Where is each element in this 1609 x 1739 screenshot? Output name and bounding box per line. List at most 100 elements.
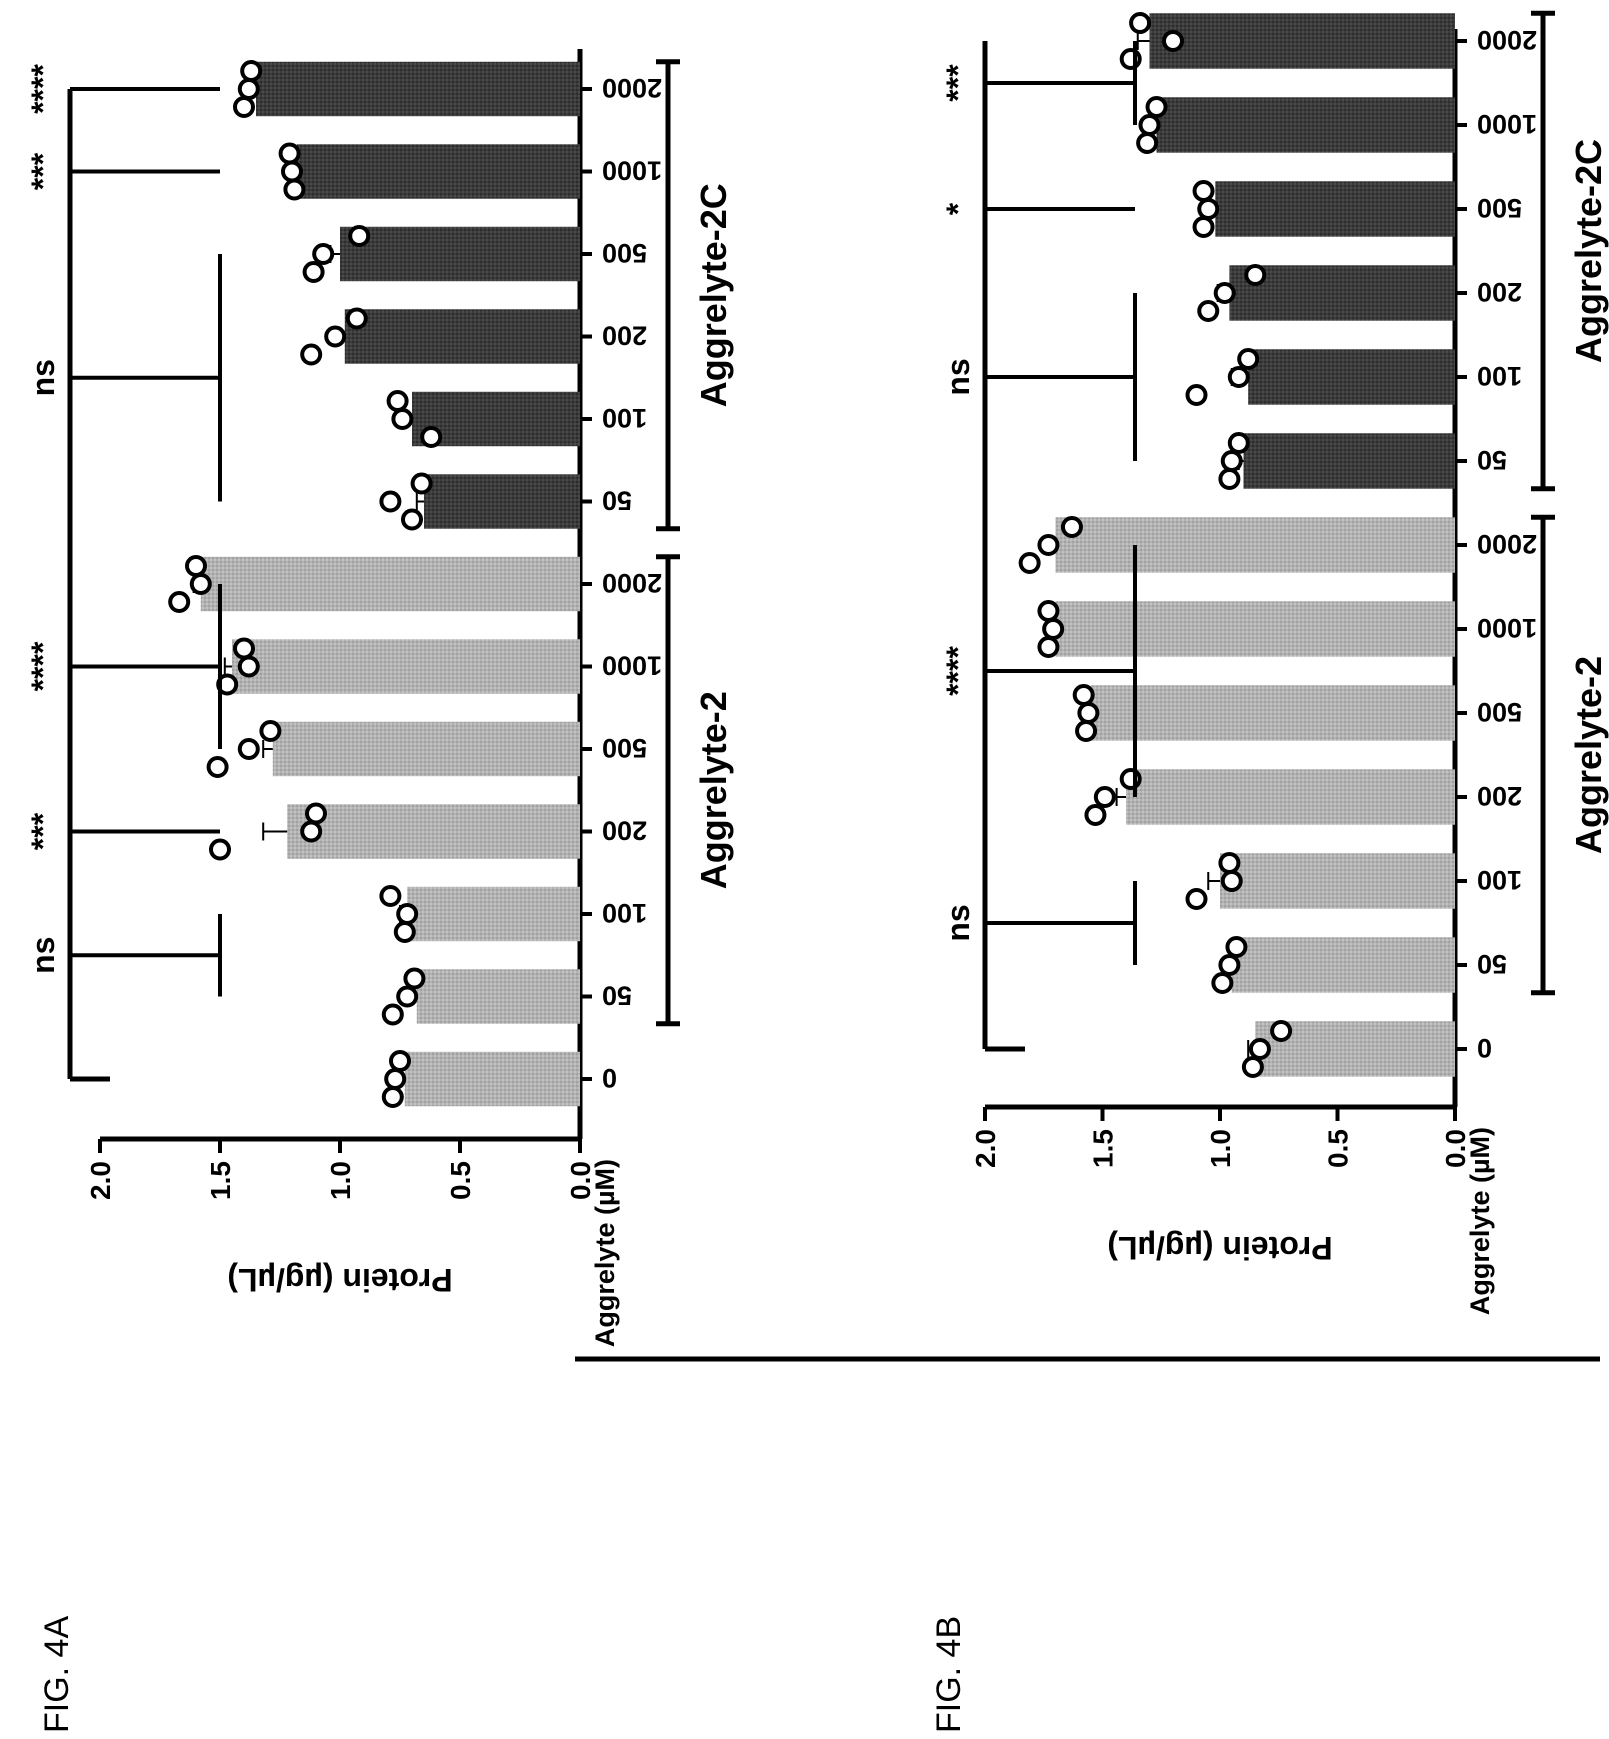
- data-point: [1218, 954, 1241, 976]
- significance-label: ****: [25, 64, 61, 114]
- bar: [1229, 265, 1456, 321]
- data-point: [209, 838, 231, 861]
- data-point: [403, 967, 426, 990]
- bar: [344, 309, 580, 364]
- category-tick-label: 500: [1477, 697, 1522, 727]
- bar: [256, 61, 580, 117]
- data-point: [1237, 348, 1260, 370]
- data-point: [379, 885, 402, 907]
- significance-label: ****: [25, 641, 61, 691]
- data-point: [312, 243, 335, 265]
- data-point: [206, 756, 229, 778]
- bar: [272, 721, 580, 777]
- significance-label: *: [940, 202, 976, 215]
- data-point: [259, 720, 282, 742]
- data-point: [386, 390, 409, 412]
- data-point: [1084, 804, 1107, 826]
- bar: [1126, 769, 1455, 825]
- category-tick-label: 500: [602, 238, 647, 268]
- data-point: [1270, 1020, 1293, 1042]
- data-point: [1145, 96, 1168, 118]
- bar: [287, 804, 580, 859]
- bar: [404, 1051, 580, 1107]
- value-axis-tick-label: 2.0: [970, 1129, 1001, 1168]
- category-tick-label: 100: [1477, 361, 1522, 391]
- data-point: [381, 1003, 404, 1026]
- data-point: [384, 1068, 407, 1090]
- data-point: [1093, 786, 1116, 808]
- bar: [1156, 97, 1456, 153]
- bar: [1248, 349, 1455, 405]
- significance-label: ****: [940, 646, 976, 696]
- data-point: [1244, 264, 1267, 286]
- data-point: [379, 490, 402, 513]
- data-point: [1227, 432, 1250, 454]
- data-point: [1075, 720, 1098, 742]
- bar: [1149, 13, 1455, 69]
- data-point: [391, 408, 414, 430]
- significance-label: ***: [940, 64, 976, 102]
- value-axis-title: Protein (µg/µL): [1107, 1230, 1332, 1266]
- bar: [407, 886, 581, 942]
- data-point: [1248, 1038, 1271, 1060]
- significance-label: ns: [25, 937, 61, 974]
- category-tick-label: 500: [602, 733, 647, 763]
- data-point: [393, 921, 416, 943]
- category-tick-label: 2000: [1477, 529, 1537, 559]
- category-tick-label: 1000: [1477, 613, 1537, 643]
- data-point: [168, 591, 191, 613]
- bar: [1255, 1021, 1455, 1077]
- value-axis-tick-label: 0.0: [1440, 1129, 1471, 1168]
- data-point: [1018, 552, 1041, 574]
- data-point: [305, 802, 327, 825]
- bar: [232, 639, 580, 694]
- data-point: [1138, 114, 1161, 136]
- data-point: [401, 508, 423, 531]
- data-point: [1060, 516, 1083, 538]
- data-point: [1136, 132, 1159, 154]
- category-tick-label: 100: [602, 898, 647, 928]
- category-tick-label: 50: [602, 486, 632, 516]
- data-point: [396, 903, 419, 925]
- category-axis-title: Aggrelyte (µM): [1465, 1127, 1495, 1315]
- group-label: Aggrelyte-2: [1568, 656, 1609, 854]
- data-point: [281, 160, 303, 183]
- value-axis-tick-label: 1.0: [1205, 1129, 1236, 1168]
- value-axis-tick-label: 1.5: [205, 1161, 236, 1200]
- data-point: [1241, 1056, 1264, 1078]
- category-tick-label: 2000: [602, 73, 662, 103]
- data-point: [185, 555, 207, 577]
- significance-label: ***: [25, 812, 61, 850]
- bar: [1220, 853, 1455, 909]
- bar: [1055, 517, 1455, 573]
- significance-label: ns: [940, 904, 976, 941]
- data-point: [345, 307, 368, 330]
- category-tick-label: 200: [602, 321, 647, 351]
- data-point: [396, 985, 419, 1008]
- bar: [1243, 433, 1455, 489]
- category-tick-label: 0: [602, 1063, 617, 1093]
- data-point: [1042, 618, 1065, 640]
- category-tick-label: 100: [1477, 865, 1522, 895]
- data-point: [237, 655, 260, 678]
- data-point: [1192, 180, 1215, 202]
- figure-label-4b: FIG. 4B: [930, 1616, 968, 1733]
- significance-label: ns: [25, 359, 61, 396]
- chart-panel-4b: 2.0 1.5 1.0 0.5 0.0 Protein (µg/µL) Aggrelyte …: [940, 10, 1609, 1315]
- data-point: [283, 178, 306, 201]
- data-point: [233, 637, 255, 660]
- group-label: Aggrelyte-2C: [693, 183, 734, 407]
- data-point: [1197, 300, 1220, 322]
- category-tick-label: 50: [602, 981, 632, 1011]
- bar: [1231, 937, 1455, 993]
- data-point: [1197, 198, 1220, 220]
- data-point: [1037, 600, 1060, 622]
- data-point: [237, 738, 260, 760]
- bar: [1055, 601, 1455, 657]
- bar: [412, 391, 580, 447]
- data-point: [1037, 636, 1060, 658]
- value-axis-tick-label: 2.0: [85, 1161, 116, 1200]
- group-label: Aggrelyte-2: [693, 691, 734, 889]
- category-tick-label: 2000: [602, 568, 662, 598]
